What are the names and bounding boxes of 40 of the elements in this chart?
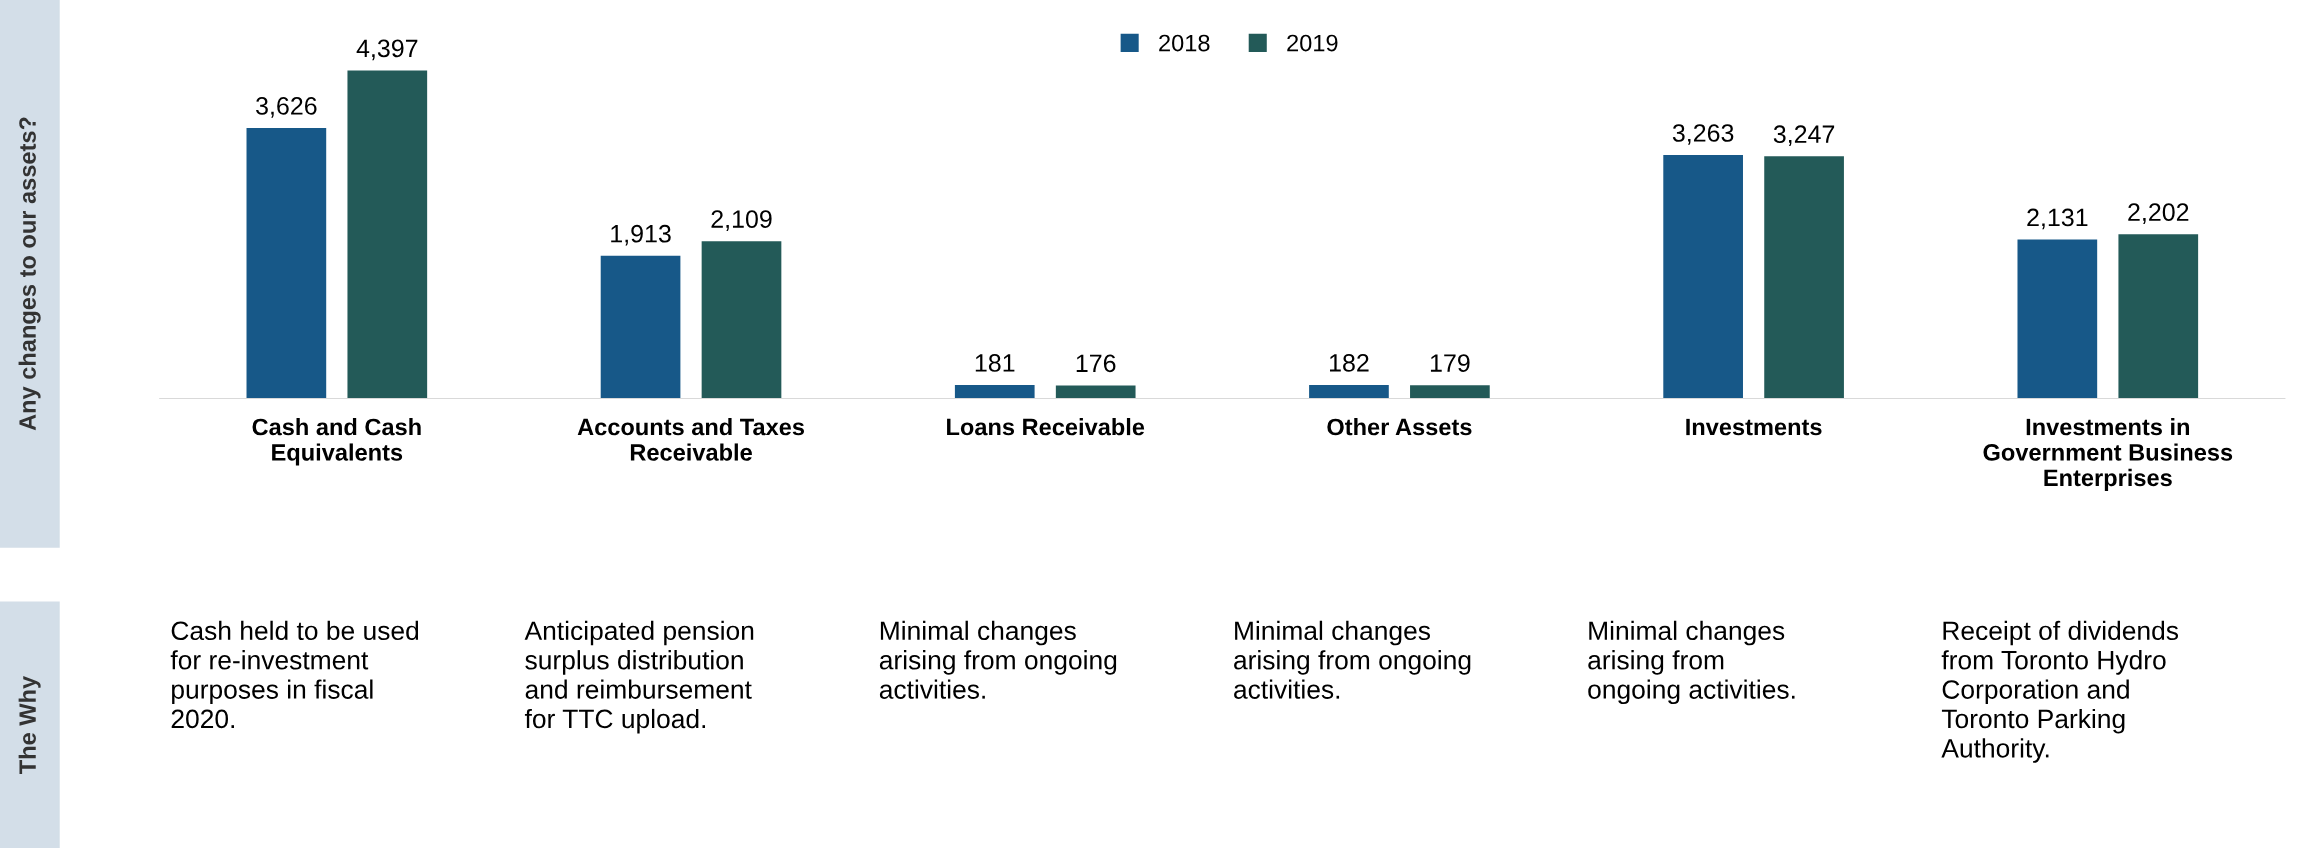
data-label: 4,397	[356, 39, 418, 61]
data-label: 3,247	[1773, 125, 1835, 146]
data-label: 181	[975, 354, 1015, 372]
data-label: 1,913	[611, 224, 671, 246]
data-label: 179	[1430, 354, 1470, 372]
data-label: 182	[1330, 354, 1369, 372]
bar	[1055, 385, 1136, 399]
x-tick-label: Cash and Cash Equivalents	[252, 418, 421, 466]
text: Receipt of dividends from Toronto Hydro Corporation and Toronto Parking Authority.	[1941, 620, 2179, 763]
x-tick-label: Accounts and Taxes Receivable	[577, 418, 805, 461]
data-label: 2,131	[2027, 208, 2088, 230]
text: The Why	[18, 675, 41, 774]
bar	[701, 241, 782, 399]
text: Cash held to be used for re-investment purposes in fiscal 2020.	[170, 620, 419, 729]
bar	[1309, 384, 1389, 399]
text: Minimal changes arising from ongoing activities.	[879, 620, 1117, 699]
data-label: 176	[1076, 354, 1116, 373]
data-label: 2,202	[2128, 203, 2189, 224]
text: Any changes to our assets?	[18, 117, 41, 431]
data-label: 2,109	[711, 210, 772, 231]
x-tick-label: Other Assets	[1327, 418, 1472, 436]
x-tick-label: Investments in Government Business Enterprises	[1983, 418, 2233, 491]
x-tick-label: Loans Receivable	[947, 418, 1145, 436]
x-tick-label: Investments	[1686, 418, 1822, 436]
text: Minimal changes arising from ongoing activities.	[1234, 620, 1471, 699]
data-label: 3,263	[1672, 124, 1734, 145]
bar	[1410, 385, 1490, 399]
bar	[600, 255, 681, 399]
text: Minimal changes arising from ongoing activities.	[1588, 620, 1795, 705]
legend-label: 2018	[1159, 34, 1210, 52]
bar	[2118, 234, 2199, 399]
bar	[1764, 156, 1844, 399]
bar	[347, 70, 428, 399]
bar	[1663, 155, 1743, 399]
bar	[2017, 239, 2098, 399]
text: Anticipated pension surplus distribution and reimbursement for TTC upload.	[524, 620, 754, 734]
bar	[246, 128, 327, 399]
legend-label: 2019	[1287, 34, 1338, 52]
bar	[954, 385, 1035, 399]
data-label: 3,626	[256, 97, 317, 118]
